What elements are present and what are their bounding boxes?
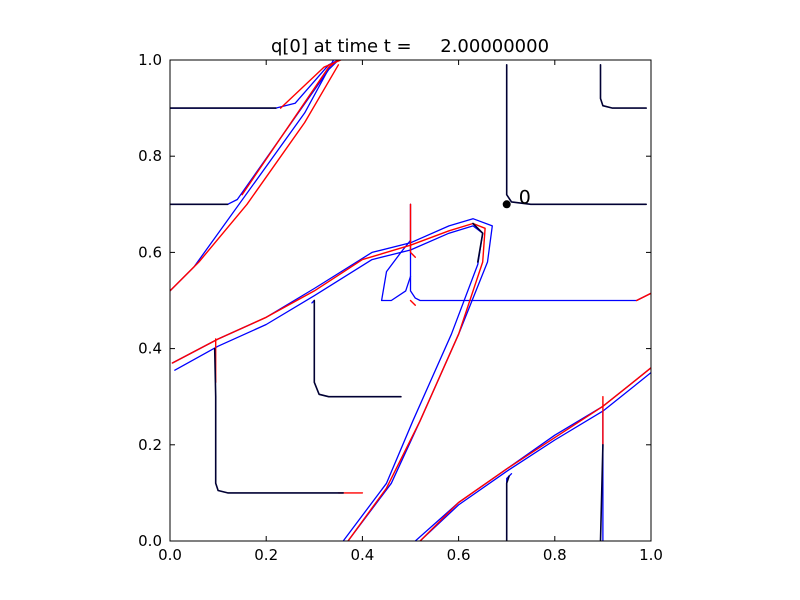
x-tick-label: 0.4	[350, 546, 374, 564]
series-1-line-7	[409, 299, 416, 306]
plot-frame	[169, 59, 652, 542]
annotation-marker	[502, 200, 511, 209]
series-0-line-9	[419, 371, 651, 541]
annotation-group: 0	[502, 186, 531, 209]
series-2-line-6	[505, 475, 510, 541]
x-tick-label: 1.0	[639, 546, 663, 564]
plot-lines	[170, 60, 651, 541]
series-1-line-3	[171, 222, 486, 541]
x-tick-label: 0.6	[447, 546, 471, 564]
series-1-line-6	[409, 203, 416, 258]
chart-title: q[0] at time t = 2.00000000	[271, 36, 549, 57]
series-2-line-7	[599, 443, 604, 541]
series-2-line-5	[599, 64, 648, 109]
y-tick-label: 0.2	[138, 436, 162, 454]
series-1-line-10	[419, 367, 651, 541]
series-2-line-8	[472, 222, 484, 263]
y-tick-label: 0.8	[138, 147, 162, 165]
y-tick-label: 1.0	[138, 51, 162, 69]
series-0-line-5	[380, 239, 412, 302]
y-axis: 0.0 0.2 0.4 0.6 0.8 1.0	[138, 51, 651, 550]
y-tick-label: 0.0	[138, 532, 162, 550]
x-axis: 0.0 0.2 0.4 0.6 0.8 1.0	[158, 60, 663, 564]
annotation-label: 0	[519, 186, 531, 208]
series-0-line-4	[174, 225, 484, 541]
series-1-line-0	[170, 64, 340, 292]
series-2-line-2	[213, 347, 345, 494]
series-2-line-4	[505, 64, 648, 206]
x-tick-label: 0.8	[543, 546, 567, 564]
series-1-line-2	[241, 60, 340, 196]
x-tick-label: 0.2	[254, 546, 278, 564]
x-tick-label: 0.0	[158, 546, 182, 564]
series-1-line-12	[635, 292, 651, 302]
y-tick-label: 0.6	[138, 243, 162, 261]
series-2-line-3	[313, 299, 402, 398]
y-tick-label: 0.4	[138, 340, 162, 358]
